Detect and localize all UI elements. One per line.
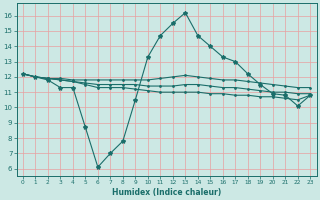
X-axis label: Humidex (Indice chaleur): Humidex (Indice chaleur) [112,188,221,197]
